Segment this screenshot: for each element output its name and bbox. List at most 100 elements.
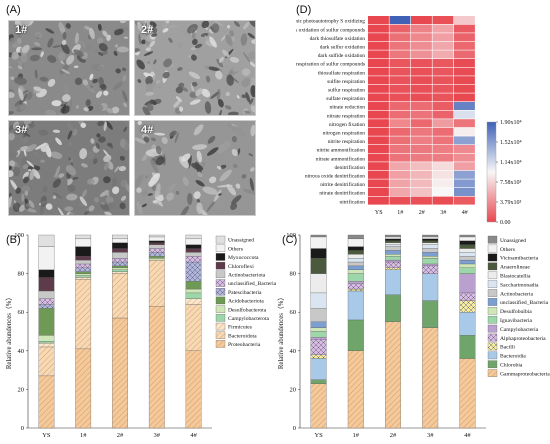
heatmap-row-label: sulfite respiration <box>327 78 365 85</box>
colorbar-tick-label: 7.58x10³ <box>500 180 522 186</box>
heatmap-cell <box>368 188 389 196</box>
sem-image-2: 2# <box>134 20 256 116</box>
legend-swatch <box>487 262 498 271</box>
x-tick-label: 3# <box>154 432 161 439</box>
bar-segment-myxococcota <box>38 269 55 278</box>
legend-label: Anaerolineae <box>500 265 530 271</box>
legend-swatch <box>487 271 498 280</box>
bar-segment-acidobacteriota <box>112 265 128 268</box>
bar-segment-campylobacteria <box>459 273 476 294</box>
bar-pattern-alphaproteobacteria <box>422 265 439 274</box>
bar-pattern-unclassified-bacteria <box>75 263 91 268</box>
bar-segment-desulfobulbia <box>459 263 476 268</box>
heatmap-cell <box>411 84 432 93</box>
heatmap-cell <box>389 170 411 179</box>
bar-segment-actinobacteriota <box>185 252 202 257</box>
legend-swatch <box>215 253 226 261</box>
heatmap-row-label: dark sulfur oxidation <box>320 44 366 51</box>
bar-segment-unassigned <box>347 234 364 240</box>
heatmap-cell <box>411 170 432 179</box>
heatmap-cell <box>389 179 411 188</box>
function-heatmap: anoxygenic photoautotrophy S oxidizingda… <box>296 16 522 226</box>
bar-segment-ignavibacteria <box>385 256 401 261</box>
panel-b-label: (B) <box>6 234 21 246</box>
legend-label: Others <box>500 247 515 253</box>
heatmap-cell <box>411 153 432 162</box>
heatmap-cell <box>368 50 389 59</box>
bar-segment-others <box>422 236 439 240</box>
heatmap-cell <box>389 59 411 67</box>
heatmap-row-label: denitrification <box>334 164 365 171</box>
heatmap-cell <box>454 110 475 119</box>
legend-label: Blastocatellia <box>500 274 531 280</box>
bar-pattern-bacilli <box>385 267 401 270</box>
sem-tag-4: 4# <box>141 124 154 136</box>
bar-segment-anaerolineae <box>310 258 327 274</box>
heatmap-cell <box>432 84 454 93</box>
bar-segment-saccharimonadia <box>347 258 364 263</box>
x-tick-label: 1# <box>353 432 360 439</box>
heatmap-cell <box>389 16 411 24</box>
heatmap-cell <box>368 196 389 205</box>
bar-pattern-gammaproteobacteria <box>385 321 401 428</box>
sem-texture <box>135 21 255 115</box>
legend-swatch <box>215 244 226 252</box>
legend-swatch <box>215 296 226 305</box>
legend-label: Others <box>228 246 243 252</box>
legend-swatch <box>215 270 226 279</box>
bar-segment-actinobacteria <box>385 246 401 251</box>
heatmap-cell <box>389 41 411 50</box>
bar-pattern-alphaproteobacteria <box>310 339 327 355</box>
heatmap-cell <box>411 16 432 24</box>
heatmap-cell <box>389 162 411 171</box>
bar-segment-unassigned <box>112 234 128 240</box>
heatmap-cell <box>411 93 432 102</box>
bar-segment-saccharimonadia <box>310 292 327 309</box>
bar-segment-bacteroidia <box>422 273 439 301</box>
legend-swatch <box>487 280 498 288</box>
bar-pattern-bacteroidota <box>75 279 91 349</box>
x-tick-label: YS <box>42 432 51 439</box>
bar-pattern-gammaproteobacteria <box>422 327 439 428</box>
bar-segment-others <box>148 236 165 241</box>
sem-image-4: 4# <box>134 120 256 216</box>
bar-pattern-bacilli <box>459 300 476 313</box>
bar-segment-chlorobia <box>422 300 439 328</box>
bar-segment-chloroflexi <box>112 248 128 253</box>
legend-swatch <box>487 360 498 369</box>
bar-segment-myxococcota <box>185 244 202 249</box>
bar-segment-campylobacterota <box>185 292 202 299</box>
bar-pattern-proteobacteria <box>38 375 55 428</box>
bar-segment-unassigned <box>310 234 327 238</box>
sem-texture <box>9 21 129 115</box>
bar-segment-anaerolineae <box>459 244 476 249</box>
bar-segment-blastocatellia <box>459 248 476 253</box>
legend-label: Campylobacterota <box>228 316 270 322</box>
heatmap-cell <box>389 110 411 119</box>
heatmap-row-label: nitrogen respiration <box>323 131 366 137</box>
legend-label: Campylobacteria <box>500 327 539 333</box>
bar-segment-others <box>112 238 128 243</box>
x-tick-label: 4# <box>190 432 197 439</box>
legend-label: Bacilli <box>500 345 515 351</box>
x-tick-label: 3# <box>427 432 434 439</box>
bar-segment-ignavibacteria <box>347 273 364 282</box>
bar-pattern-alphaproteobacteria <box>385 262 401 268</box>
bar-pattern-bacilli <box>347 289 364 291</box>
bar-pattern-patescibacteria <box>112 262 128 266</box>
bar-segment-saccharimonadia <box>459 252 476 257</box>
bar-segment-others <box>347 238 364 247</box>
bar-segment-myxococcota <box>75 246 92 257</box>
bar-segment-vicinamibacteria <box>422 238 439 241</box>
bar-segment-campylobacterota <box>112 269 128 272</box>
bar-pattern-bacilli <box>310 354 327 359</box>
y-axis-label: Relative abundences（%） <box>277 294 285 369</box>
heatmap-cell <box>368 179 389 188</box>
heatmap-cell <box>389 50 411 59</box>
colorbar-tick-label: 3.79x10³ <box>500 200 522 206</box>
phylum-stacked-bar-chart: 0 20 40 60 80 100 Relative abundences（%） YS 1# 2#… <box>5 232 277 439</box>
bar-segment-desulfobacterota <box>38 335 55 342</box>
bar-segment-desulfobacterota <box>185 288 202 294</box>
heatmap-cell <box>454 170 475 179</box>
heatmap-cell <box>454 59 475 67</box>
